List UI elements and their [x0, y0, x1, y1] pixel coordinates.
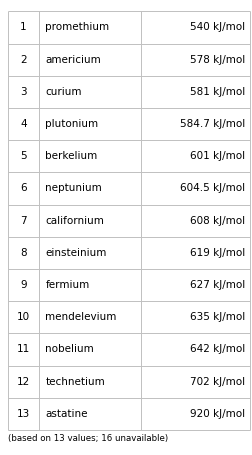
Text: 5: 5: [20, 151, 26, 161]
Text: 920 kJ/mol: 920 kJ/mol: [190, 409, 244, 419]
Text: mendelevium: mendelevium: [45, 312, 116, 322]
Text: 8: 8: [20, 248, 26, 258]
Text: berkelium: berkelium: [45, 151, 97, 161]
Text: fermium: fermium: [45, 280, 89, 290]
Text: nobelium: nobelium: [45, 344, 94, 354]
Text: 3: 3: [20, 87, 26, 97]
Text: 635 kJ/mol: 635 kJ/mol: [190, 312, 244, 322]
Text: 601 kJ/mol: 601 kJ/mol: [190, 151, 244, 161]
Text: 1: 1: [20, 22, 26, 32]
Text: plutonium: plutonium: [45, 119, 98, 129]
Text: (based on 13 values; 16 unavailable): (based on 13 values; 16 unavailable): [8, 434, 167, 443]
Text: curium: curium: [45, 87, 82, 97]
Text: 578 kJ/mol: 578 kJ/mol: [190, 55, 244, 65]
Text: 702 kJ/mol: 702 kJ/mol: [190, 377, 244, 387]
Text: 10: 10: [17, 312, 30, 322]
Text: 540 kJ/mol: 540 kJ/mol: [190, 22, 244, 32]
Text: 642 kJ/mol: 642 kJ/mol: [190, 344, 244, 354]
Text: californium: californium: [45, 216, 104, 226]
Text: 6: 6: [20, 183, 26, 193]
Text: 12: 12: [17, 377, 30, 387]
Text: astatine: astatine: [45, 409, 88, 419]
Text: 9: 9: [20, 280, 26, 290]
Text: 2: 2: [20, 55, 26, 65]
Text: einsteinium: einsteinium: [45, 248, 106, 258]
Text: 7: 7: [20, 216, 26, 226]
Text: 608 kJ/mol: 608 kJ/mol: [190, 216, 244, 226]
Text: 627 kJ/mol: 627 kJ/mol: [190, 280, 244, 290]
Text: 584.7 kJ/mol: 584.7 kJ/mol: [179, 119, 244, 129]
Text: 13: 13: [17, 409, 30, 419]
Text: americium: americium: [45, 55, 101, 65]
Text: 619 kJ/mol: 619 kJ/mol: [190, 248, 244, 258]
Text: neptunium: neptunium: [45, 183, 102, 193]
Text: technetium: technetium: [45, 377, 105, 387]
Text: 11: 11: [17, 344, 30, 354]
Text: 581 kJ/mol: 581 kJ/mol: [190, 87, 244, 97]
Text: promethium: promethium: [45, 22, 109, 32]
Text: 604.5 kJ/mol: 604.5 kJ/mol: [180, 183, 244, 193]
Text: 4: 4: [20, 119, 26, 129]
